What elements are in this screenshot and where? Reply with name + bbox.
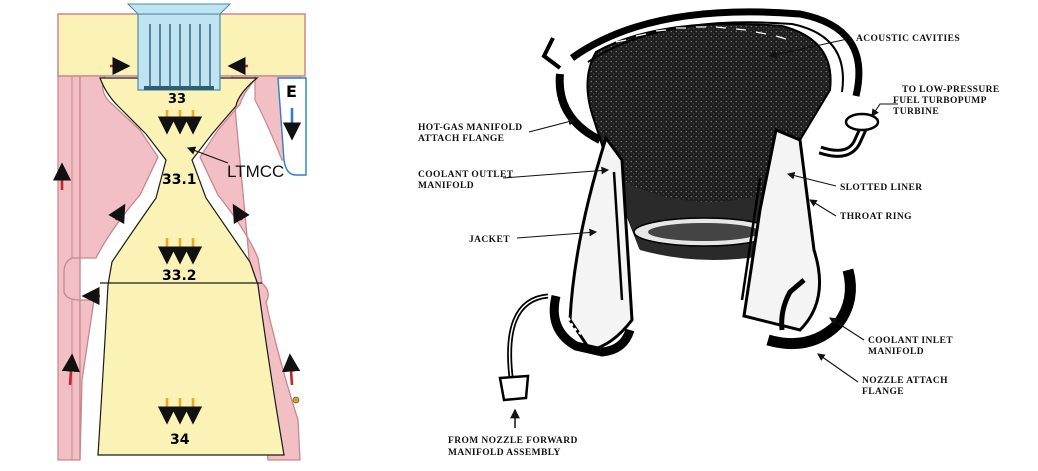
injector-fins [149,24,211,86]
label-throat-ring: THROAT RING [840,212,912,222]
label-coolant-outlet-1: COOLANT OUTLET [418,170,514,180]
label-coolant-outlet-2: MANIFOLD [418,181,474,191]
label-nozzle-attach-1: NOZZLE ATTACH [862,376,948,386]
hot-gas-core [97,77,285,456]
inlet-manifold-right [766,268,856,350]
label-low-pressure-1: TO LOW-PRESSURE [902,85,1000,95]
label-low-pressure-3: TURBINE [893,107,939,117]
station-33-2-label: 33.2 [162,268,197,284]
chamber-cutaway: ACOUSTIC CAVITIES TO LOW-PRESSURE FUEL T… [418,8,1000,458]
hot-gas-flow-arrows [157,110,203,425]
label-hot-gas-2: ATTACH FLANGE [418,134,504,144]
nozzle-wall-left [63,75,159,461]
station-34-label: 34 [170,432,190,448]
edge-letter-e: E [286,82,297,101]
leader-lines [502,37,898,383]
label-slotted-liner: SLOTTED LINER [840,183,923,193]
coolant-flow-arrows [52,56,301,386]
label-low-pressure-2: FUEL TURBOPUMP [893,96,987,106]
label-nozzle-attach-2: FLANGE [862,387,904,397]
label-coolant-inlet-1: COOLANT INLET [868,336,953,346]
ltmcc-callout: LTMCC [227,162,284,181]
inlet-manifold-left [549,294,635,357]
ltmcc-leader [186,146,229,164]
station-33-1-label: 33.1 [162,172,197,188]
label-coolant-inlet-2: MANIFOLD [868,347,924,357]
label-jacket: JACKET [469,235,510,245]
label-acoustic-cavities: ACOUSTIC CAVITIES [856,34,960,44]
nozzle-cross-section: 33 33.1 33.2 34 LTMCC E [52,3,307,461]
jacket-wall-left [568,134,634,352]
label-hot-gas-1: HOT-GAS MANIFOLD [418,123,523,133]
feed-line [507,293,549,386]
top-rim [569,8,863,97]
label-from-nozzle-2: MANIFOLD ASSEMBLY [448,448,561,458]
label-from-nozzle-1: FROM NOZZLE FORWARD [448,436,578,446]
injector [137,13,221,91]
acoustic-cavity-slits [615,26,787,43]
station-33-label: 33 [168,92,186,107]
